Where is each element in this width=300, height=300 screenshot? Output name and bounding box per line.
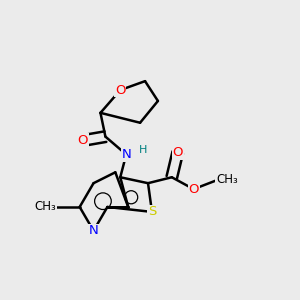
Text: N: N: [89, 224, 98, 237]
Text: N: N: [121, 148, 131, 161]
Text: O: O: [172, 146, 183, 159]
Text: O: O: [77, 134, 88, 147]
Text: O: O: [115, 84, 125, 97]
Text: CH₃: CH₃: [34, 200, 56, 214]
Text: O: O: [188, 183, 199, 196]
Text: CH₃: CH₃: [216, 173, 238, 186]
Text: H: H: [139, 145, 147, 154]
Text: S: S: [148, 206, 156, 218]
